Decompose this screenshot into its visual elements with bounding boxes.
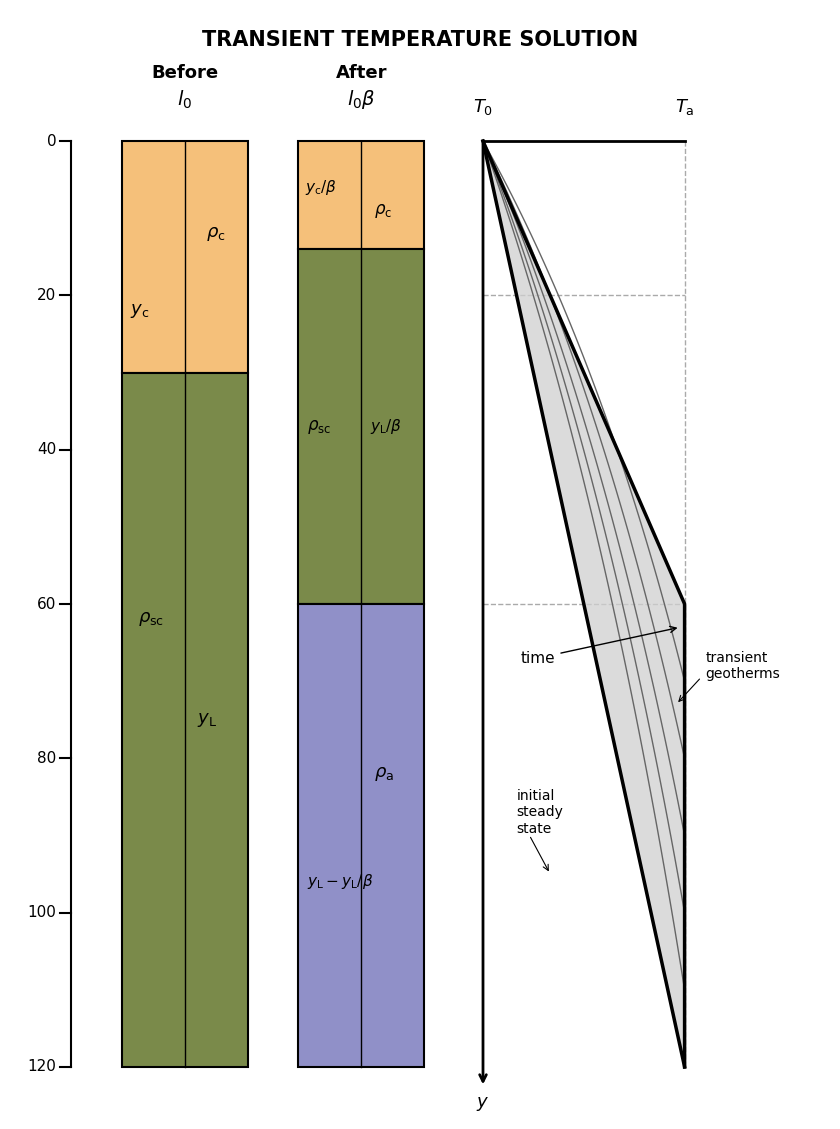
Text: $y_\mathrm{c}/\beta$: $y_\mathrm{c}/\beta$ <box>305 178 337 196</box>
Text: $l_0$: $l_0$ <box>177 88 192 111</box>
Text: 120: 120 <box>28 1059 56 1075</box>
Bar <box>298 141 424 250</box>
Bar <box>122 141 248 373</box>
Text: 80: 80 <box>37 751 56 765</box>
Text: 60: 60 <box>37 596 56 612</box>
Text: 0: 0 <box>47 133 56 149</box>
Text: $T_\mathrm{a}$: $T_\mathrm{a}$ <box>675 97 695 117</box>
Text: $\rho_\mathrm{sc}$: $\rho_\mathrm{sc}$ <box>307 418 331 436</box>
Text: $T_0$: $T_0$ <box>473 97 493 117</box>
Text: $y_\mathrm{L}/\beta$: $y_\mathrm{L}/\beta$ <box>370 417 402 436</box>
Text: $l_0\beta$: $l_0\beta$ <box>347 88 375 111</box>
Text: $y_\mathrm{c}$: $y_\mathrm{c}$ <box>130 301 150 320</box>
Text: TRANSIENT TEMPERATURE SOLUTION: TRANSIENT TEMPERATURE SOLUTION <box>202 29 638 50</box>
Bar <box>298 604 424 1067</box>
Text: $\rho_\mathrm{c}$: $\rho_\mathrm{c}$ <box>206 225 225 243</box>
Bar <box>298 250 424 604</box>
Text: 100: 100 <box>28 905 56 920</box>
Bar <box>122 373 248 1067</box>
Text: time: time <box>521 627 676 665</box>
Text: 40: 40 <box>37 443 56 457</box>
Polygon shape <box>483 141 685 1067</box>
Text: $y_\mathrm{L}$: $y_\mathrm{L}$ <box>197 711 218 728</box>
Text: $y_\mathrm{L}-y_\mathrm{L}/\beta$: $y_\mathrm{L}-y_\mathrm{L}/\beta$ <box>307 873 373 891</box>
Text: $\rho_\mathrm{c}$: $\rho_\mathrm{c}$ <box>374 202 392 219</box>
Text: 20: 20 <box>37 288 56 303</box>
Text: $\rho_\mathrm{a}$: $\rho_\mathrm{a}$ <box>374 764 394 782</box>
Text: Before: Before <box>151 64 218 82</box>
Text: initial
steady
state: initial steady state <box>517 789 564 835</box>
Text: transient
geotherms: transient geotherms <box>706 650 780 681</box>
Text: $\rho_\mathrm{sc}$: $\rho_\mathrm{sc}$ <box>138 611 165 629</box>
Text: $y$: $y$ <box>476 1095 490 1113</box>
Text: After: After <box>335 64 387 82</box>
